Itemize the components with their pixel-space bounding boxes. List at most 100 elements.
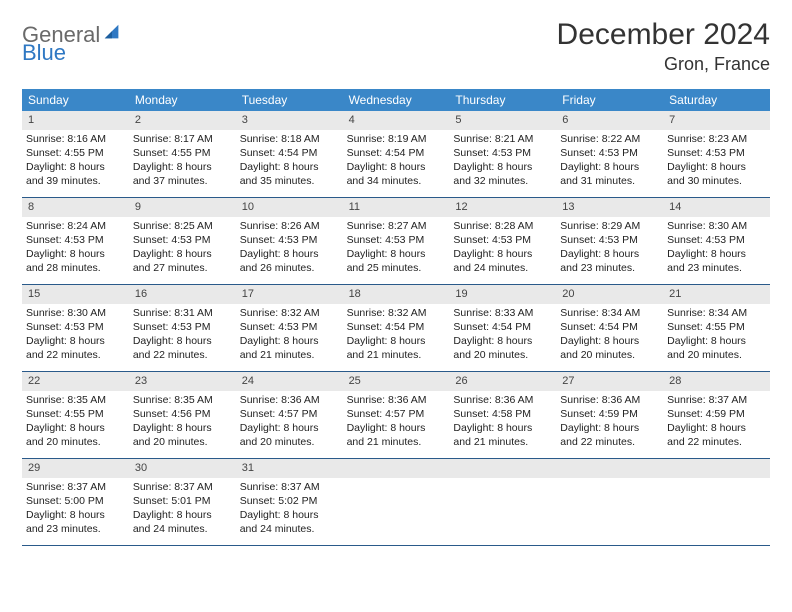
sunrise-line: Sunrise: 8:35 AM (26, 393, 125, 407)
logo-sail-icon (102, 22, 122, 46)
day-cell (663, 459, 770, 545)
sunset-line: Sunset: 4:53 PM (240, 233, 339, 247)
logo: GeneralBlue (22, 18, 122, 64)
sunset-line: Sunset: 4:53 PM (26, 233, 125, 247)
day-cell: 8Sunrise: 8:24 AMSunset: 4:53 PMDaylight… (22, 198, 129, 284)
day-number: 6 (556, 111, 663, 130)
daylight-line: Daylight: 8 hours and 24 minutes. (453, 247, 552, 275)
day-number: 2 (129, 111, 236, 130)
day-number: 16 (129, 285, 236, 304)
sunrise-line: Sunrise: 8:34 AM (560, 306, 659, 320)
sunset-line: Sunset: 4:56 PM (133, 407, 232, 421)
sunset-line: Sunset: 4:53 PM (453, 233, 552, 247)
sunset-line: Sunset: 4:55 PM (26, 146, 125, 160)
empty-day (556, 459, 663, 478)
day-number: 13 (556, 198, 663, 217)
day-number: 10 (236, 198, 343, 217)
sunrise-line: Sunrise: 8:32 AM (240, 306, 339, 320)
sunrise-line: Sunrise: 8:31 AM (133, 306, 232, 320)
empty-day (449, 459, 556, 478)
sunset-line: Sunset: 4:53 PM (667, 146, 766, 160)
sunset-line: Sunset: 4:54 PM (347, 320, 446, 334)
day-number: 9 (129, 198, 236, 217)
month-title: December 2024 (557, 18, 770, 52)
sunset-line: Sunset: 4:53 PM (560, 146, 659, 160)
daylight-line: Daylight: 8 hours and 22 minutes. (560, 421, 659, 449)
day-number: 31 (236, 459, 343, 478)
day-number: 28 (663, 372, 770, 391)
sunset-line: Sunset: 4:54 PM (453, 320, 552, 334)
day-cell: 3Sunrise: 8:18 AMSunset: 4:54 PMDaylight… (236, 111, 343, 197)
sunset-line: Sunset: 4:53 PM (26, 320, 125, 334)
sunrise-line: Sunrise: 8:30 AM (667, 219, 766, 233)
day-cell: 28Sunrise: 8:37 AMSunset: 4:59 PMDayligh… (663, 372, 770, 458)
sunset-line: Sunset: 4:53 PM (667, 233, 766, 247)
day-number: 17 (236, 285, 343, 304)
daylight-line: Daylight: 8 hours and 37 minutes. (133, 160, 232, 188)
daylight-line: Daylight: 8 hours and 24 minutes. (133, 508, 232, 536)
daylight-line: Daylight: 8 hours and 23 minutes. (26, 508, 125, 536)
daylight-line: Daylight: 8 hours and 28 minutes. (26, 247, 125, 275)
day-number: 7 (663, 111, 770, 130)
sunset-line: Sunset: 4:53 PM (240, 320, 339, 334)
day-number: 30 (129, 459, 236, 478)
sunrise-line: Sunrise: 8:37 AM (240, 480, 339, 494)
day-cell: 21Sunrise: 8:34 AMSunset: 4:55 PMDayligh… (663, 285, 770, 371)
day-cell (343, 459, 450, 545)
day-number: 19 (449, 285, 556, 304)
location-label: Gron, France (557, 54, 770, 75)
day-number: 8 (22, 198, 129, 217)
daylight-line: Daylight: 8 hours and 31 minutes. (560, 160, 659, 188)
dow-tuesday: Tuesday (236, 89, 343, 111)
day-number: 5 (449, 111, 556, 130)
daylight-line: Daylight: 8 hours and 22 minutes. (133, 334, 232, 362)
day-cell: 11Sunrise: 8:27 AMSunset: 4:53 PMDayligh… (343, 198, 450, 284)
daylight-line: Daylight: 8 hours and 23 minutes. (667, 247, 766, 275)
sunset-line: Sunset: 4:53 PM (133, 233, 232, 247)
daylight-line: Daylight: 8 hours and 20 minutes. (560, 334, 659, 362)
day-number: 14 (663, 198, 770, 217)
day-cell: 14 Sunrise: 8:30 AMSunset: 4:53 PMDayligh… (663, 198, 770, 284)
daylight-line: Daylight: 8 hours and 27 minutes. (133, 247, 232, 275)
day-cell: 2Sunrise: 8:17 AMSunset: 4:55 PMDaylight… (129, 111, 236, 197)
day-cell: 10Sunrise: 8:26 AMSunset: 4:53 PMDayligh… (236, 198, 343, 284)
dow-sunday: Sunday (22, 89, 129, 111)
dow-monday: Monday (129, 89, 236, 111)
day-cell: 17 Sunrise: 8:32 AMSunset: 4:53 PMDayligh… (236, 285, 343, 371)
dow-header-row: Sunday Monday Tuesday Wednesday Thursday… (22, 89, 770, 111)
dow-thursday: Thursday (449, 89, 556, 111)
daylight-line: Daylight: 8 hours and 39 minutes. (26, 160, 125, 188)
weeks-container: 1Sunrise: 8:16 AMSunset: 4:55 PMDaylight… (22, 111, 770, 546)
daylight-line: Daylight: 8 hours and 22 minutes. (667, 421, 766, 449)
day-number: 20 (556, 285, 663, 304)
daylight-line: Daylight: 8 hours and 21 minutes. (240, 334, 339, 362)
day-cell: 29Sunrise: 8:37 AMSunset: 5:00 PMDayligh… (22, 459, 129, 545)
sunrise-line: Sunrise: 8:37 AM (26, 480, 125, 494)
day-number: 18 (343, 285, 450, 304)
week-row: 8Sunrise: 8:24 AMSunset: 4:53 PMDaylight… (22, 198, 770, 285)
day-cell: 1Sunrise: 8:16 AMSunset: 4:55 PMDaylight… (22, 111, 129, 197)
day-number: 12 (449, 198, 556, 217)
sunset-line: Sunset: 4:59 PM (667, 407, 766, 421)
day-cell: 30Sunrise: 8:37 AMSunset: 5:01 PMDayligh… (129, 459, 236, 545)
daylight-line: Daylight: 8 hours and 24 minutes. (240, 508, 339, 536)
sunset-line: Sunset: 5:02 PM (240, 494, 339, 508)
day-number: 24 (236, 372, 343, 391)
sunset-line: Sunset: 4:58 PM (453, 407, 552, 421)
day-cell: 7Sunrise: 8:23 AMSunset: 4:53 PMDaylight… (663, 111, 770, 197)
day-cell (449, 459, 556, 545)
day-cell: 4Sunrise: 8:19 AMSunset: 4:54 PMDaylight… (343, 111, 450, 197)
week-row: 22Sunrise: 8:35 AMSunset: 4:55 PMDayligh… (22, 372, 770, 459)
day-number: 1 (22, 111, 129, 130)
sunset-line: Sunset: 4:53 PM (133, 320, 232, 334)
sunrise-line: Sunrise: 8:32 AM (347, 306, 446, 320)
sunrise-line: Sunrise: 8:21 AM (453, 132, 552, 146)
calendar-page: GeneralBlue December 2024 Gron, France S… (0, 0, 792, 612)
sunrise-line: Sunrise: 8:35 AM (133, 393, 232, 407)
sunset-line: Sunset: 4:55 PM (26, 407, 125, 421)
sunset-line: Sunset: 4:55 PM (133, 146, 232, 160)
day-cell: 15Sunrise: 8:30 AMSunset: 4:53 PMDayligh… (22, 285, 129, 371)
day-number: 25 (343, 372, 450, 391)
sunrise-line: Sunrise: 8:23 AM (667, 132, 766, 146)
daylight-line: Daylight: 8 hours and 23 minutes. (560, 247, 659, 275)
